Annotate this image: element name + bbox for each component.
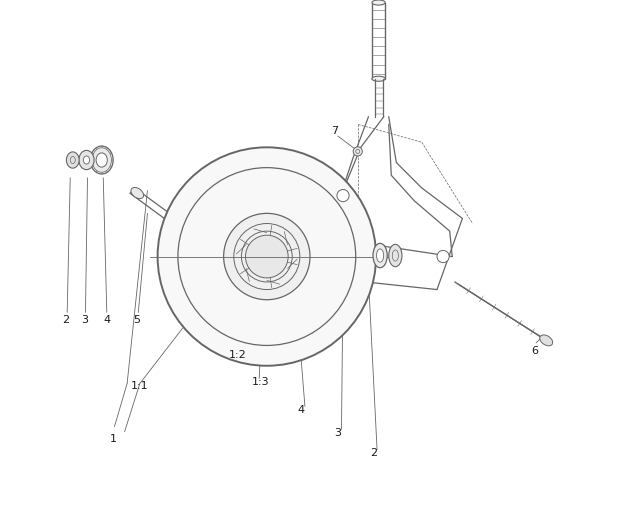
Ellipse shape bbox=[373, 243, 388, 268]
Circle shape bbox=[224, 213, 310, 300]
Ellipse shape bbox=[376, 249, 384, 262]
Text: 3: 3 bbox=[81, 315, 88, 325]
Circle shape bbox=[437, 250, 450, 263]
Text: 4: 4 bbox=[298, 405, 305, 415]
Circle shape bbox=[337, 189, 349, 202]
Ellipse shape bbox=[91, 146, 113, 174]
Text: 3: 3 bbox=[334, 428, 341, 438]
Text: 2: 2 bbox=[370, 448, 377, 458]
Ellipse shape bbox=[96, 153, 107, 167]
Ellipse shape bbox=[372, 76, 385, 81]
Text: 2: 2 bbox=[62, 315, 69, 325]
Ellipse shape bbox=[79, 150, 94, 170]
Ellipse shape bbox=[84, 156, 89, 164]
Text: 4: 4 bbox=[104, 315, 110, 325]
Text: 1:2: 1:2 bbox=[229, 350, 247, 360]
Circle shape bbox=[157, 147, 376, 366]
Circle shape bbox=[246, 235, 288, 278]
Ellipse shape bbox=[131, 187, 144, 199]
Text: 6: 6 bbox=[531, 345, 538, 356]
Ellipse shape bbox=[66, 152, 79, 168]
Ellipse shape bbox=[372, 0, 385, 5]
Text: eReplacementParts.com: eReplacementParts.com bbox=[216, 244, 404, 259]
Ellipse shape bbox=[389, 244, 402, 267]
Text: 7: 7 bbox=[331, 126, 339, 136]
Ellipse shape bbox=[353, 147, 362, 156]
Text: 1:1: 1:1 bbox=[131, 381, 149, 391]
Text: 1:3: 1:3 bbox=[252, 377, 269, 387]
Ellipse shape bbox=[540, 335, 552, 346]
Text: 1: 1 bbox=[109, 434, 117, 444]
Text: 5: 5 bbox=[133, 315, 140, 325]
